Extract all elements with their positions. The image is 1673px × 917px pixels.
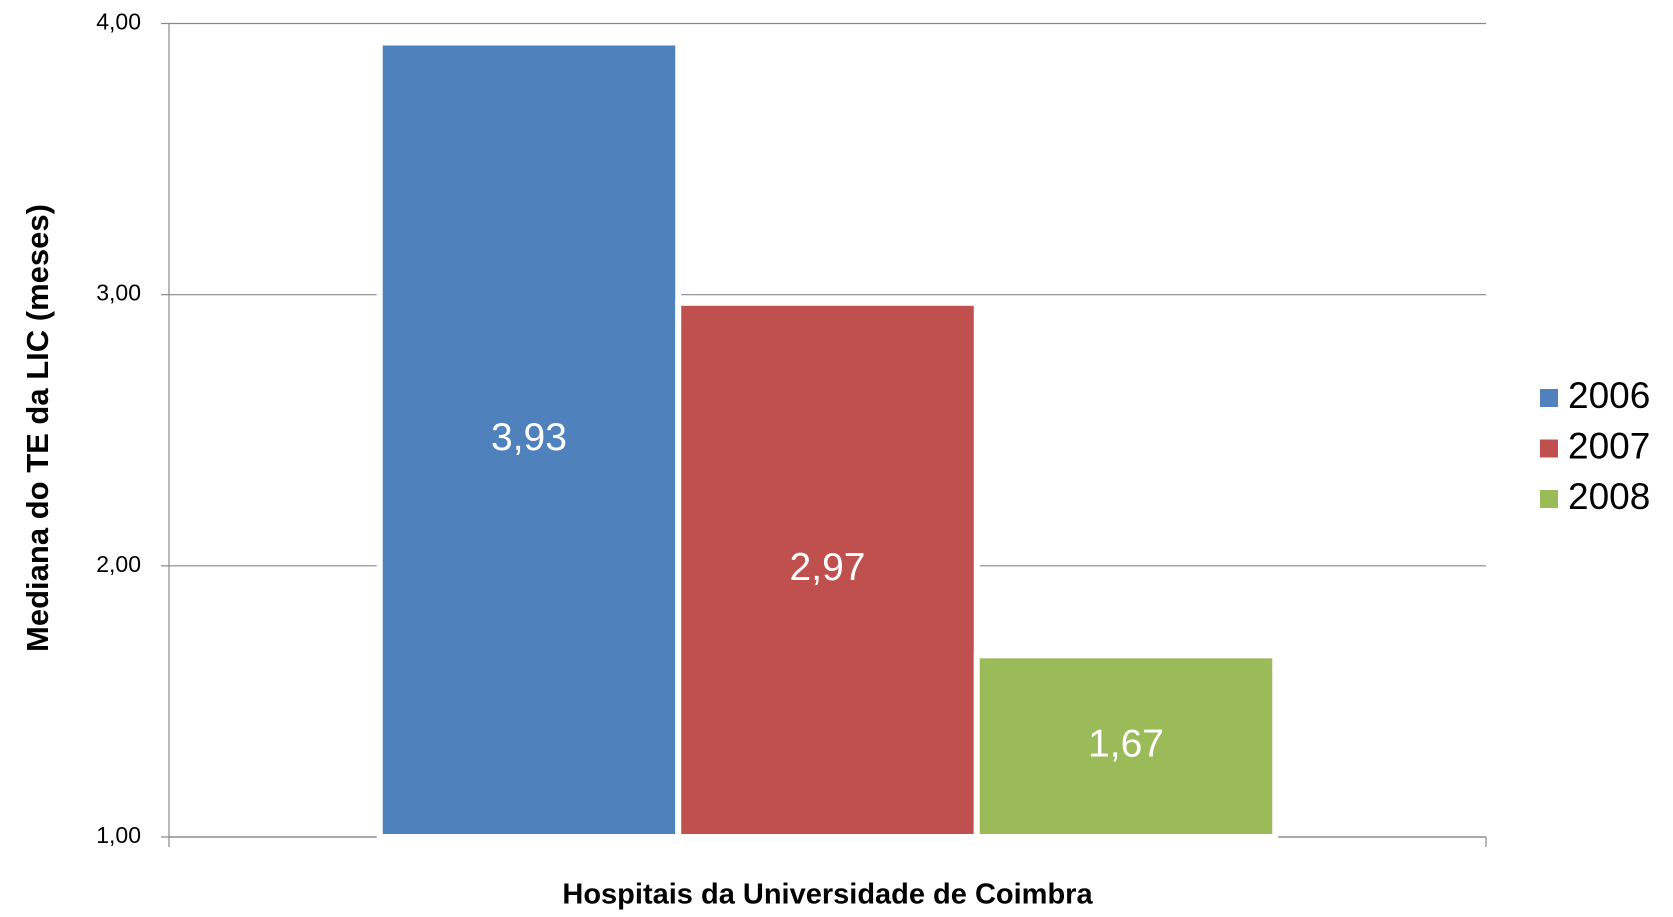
legend-swatch xyxy=(1540,389,1558,407)
x-tick-label: Hospitais da Universidade de Coimbra xyxy=(562,879,1093,911)
legend-label: 2008 xyxy=(1568,476,1650,517)
legend-label: 2007 xyxy=(1568,425,1650,466)
bar-value-label: 1,67 xyxy=(1088,722,1164,765)
bar xyxy=(675,299,980,840)
bar-value-label: 3,93 xyxy=(491,416,567,459)
bar xyxy=(973,652,1279,841)
y-tick-label: 4,00 xyxy=(96,9,141,35)
y-tick-label: 3,00 xyxy=(96,280,141,306)
legend-swatch xyxy=(1540,490,1558,508)
bar xyxy=(376,39,682,840)
legend-label: 2006 xyxy=(1568,375,1650,416)
bar-value-label: 2,97 xyxy=(790,546,866,589)
y-tick-label: 1,00 xyxy=(96,822,141,848)
legend-swatch xyxy=(1540,439,1558,458)
y-tick-label: 2,00 xyxy=(96,551,141,577)
y-axis-title: Mediana do TE da LIC (meses) xyxy=(20,204,55,652)
